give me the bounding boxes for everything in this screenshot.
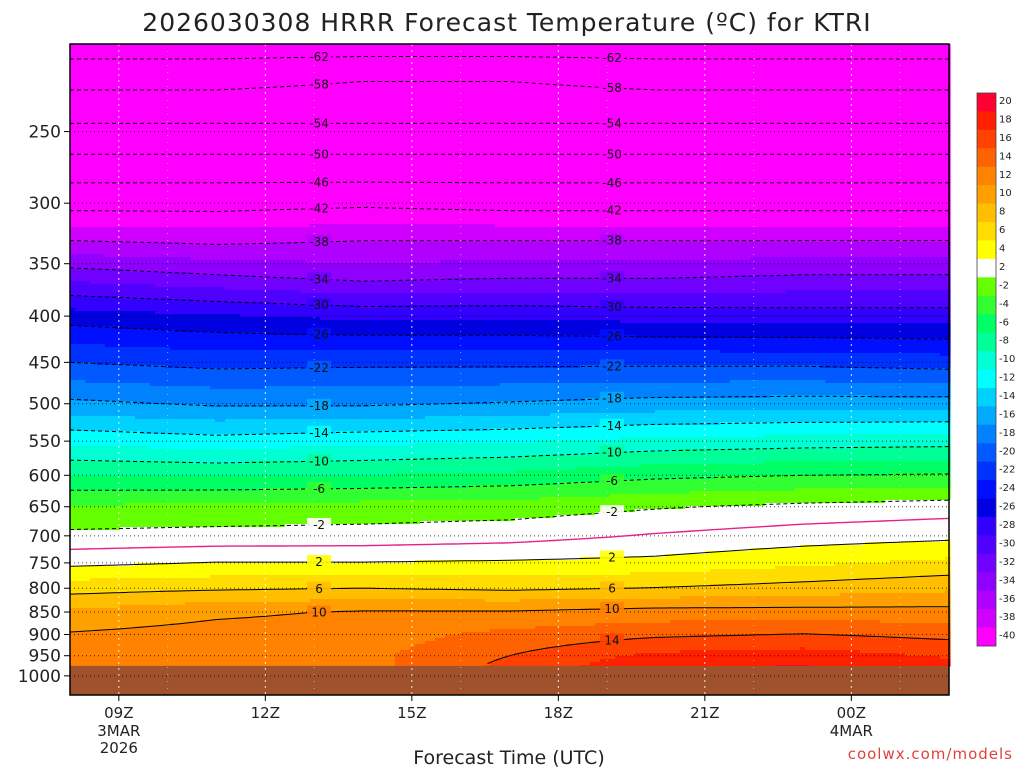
temperature-fill	[70, 44, 951, 695]
chart-title: 2026030308 HRRR Forecast Temperature (ºC…	[142, 8, 871, 37]
